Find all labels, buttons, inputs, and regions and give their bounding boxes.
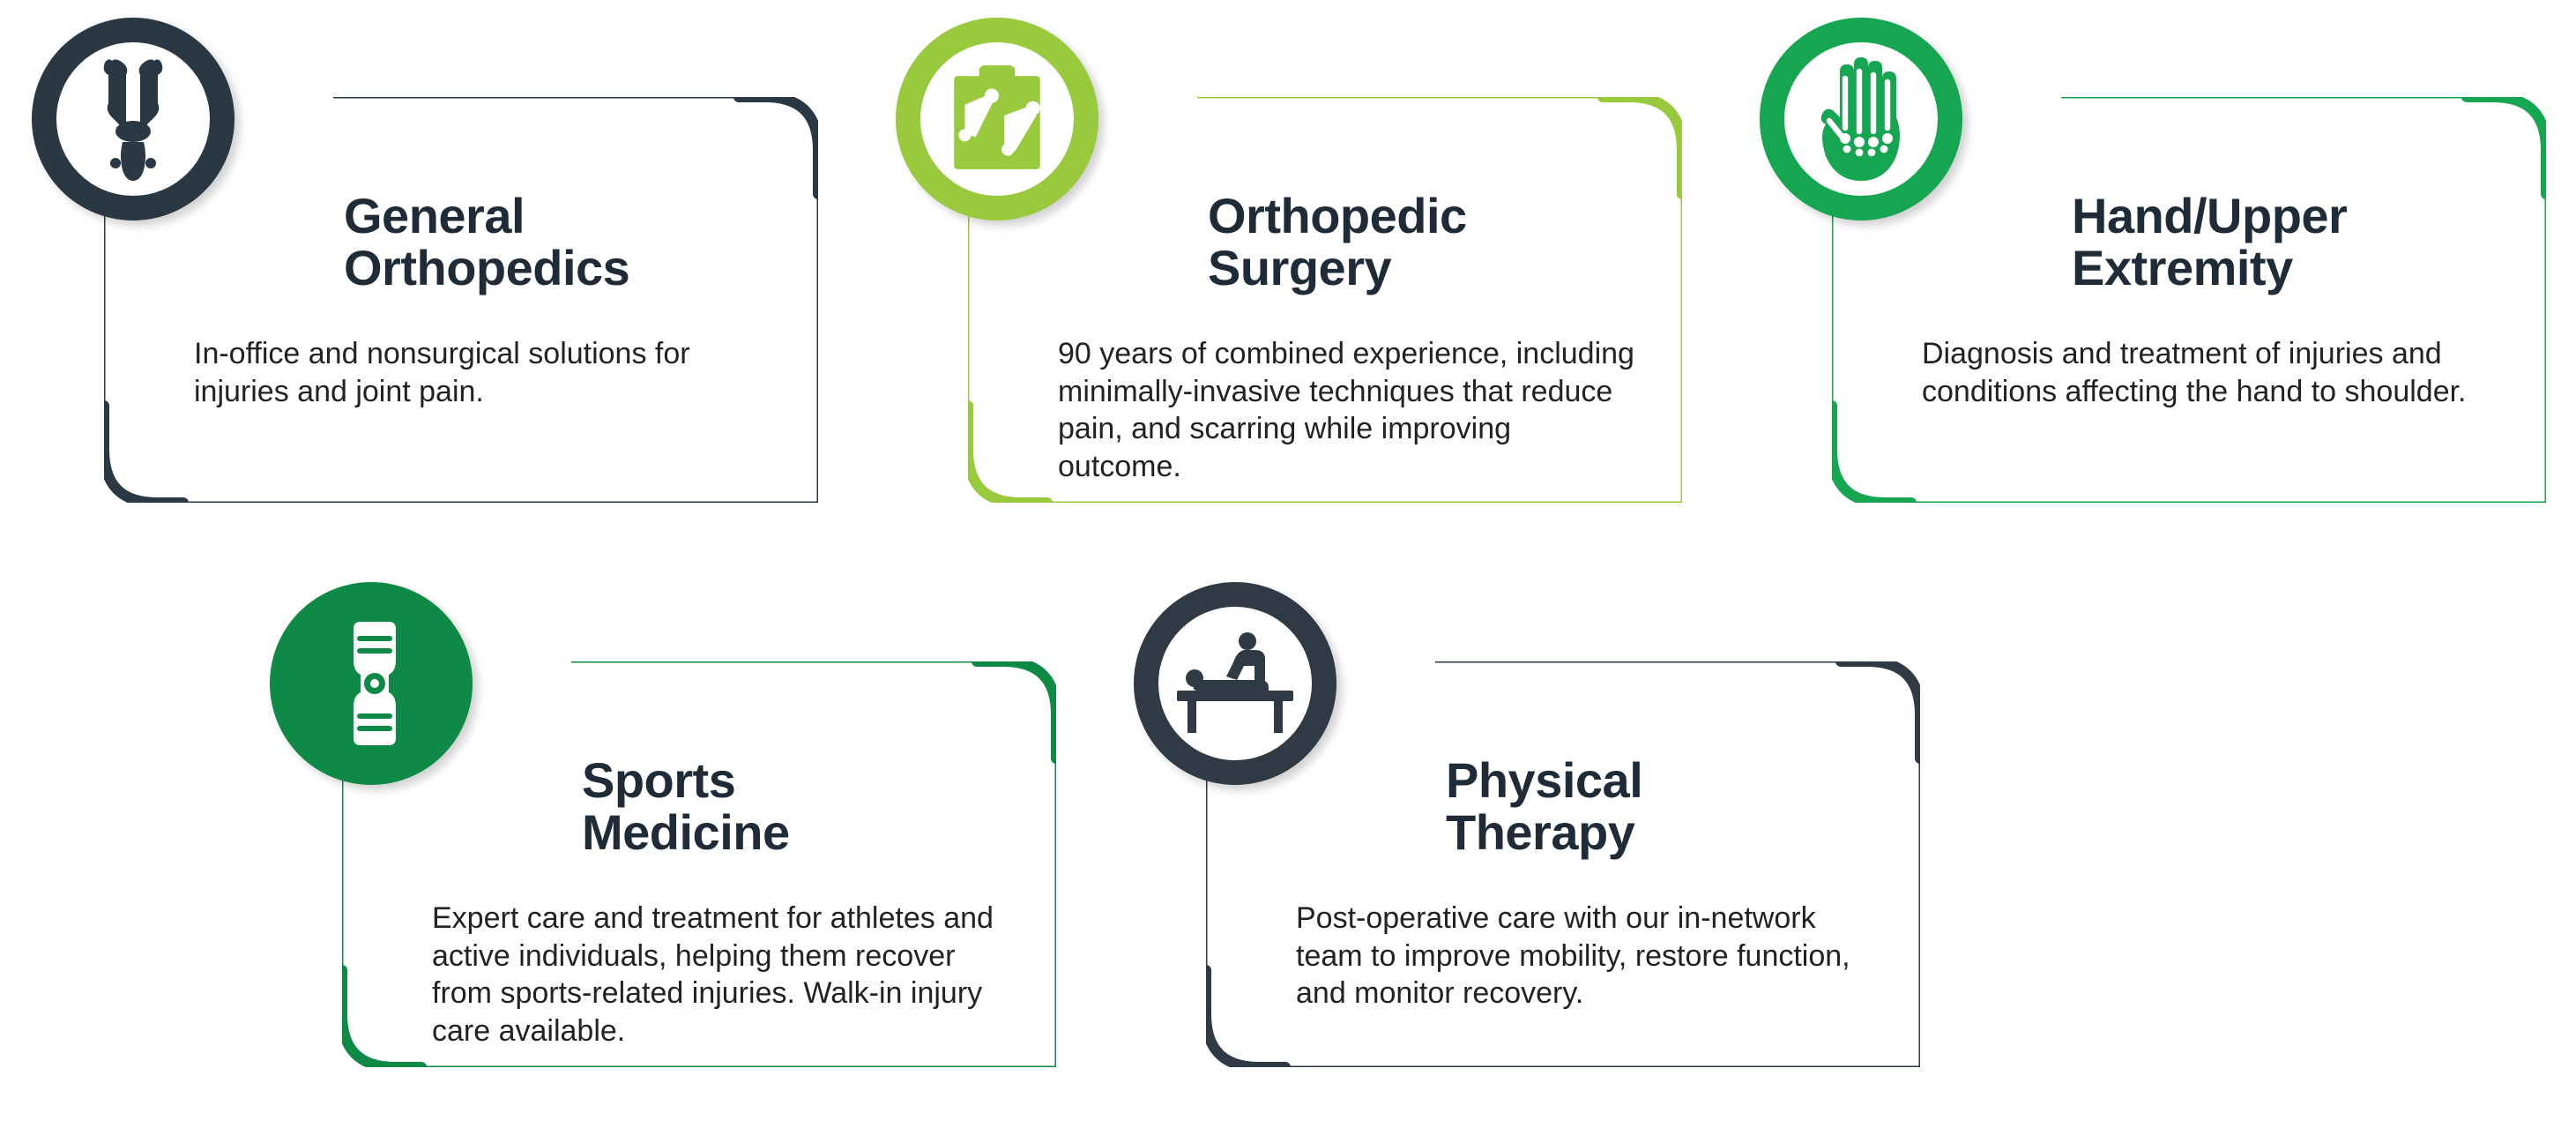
services-row-1: GeneralOrthopedics In-office and nonsurg… bbox=[26, 18, 2548, 547]
card-body: In-office and nonsurgical solutions for … bbox=[194, 335, 776, 410]
card-body: Expert care and treatment for athletes a… bbox=[432, 900, 1014, 1050]
card-title: OrthopedicSurgery bbox=[1208, 190, 1467, 295]
card-title: GeneralOrthopedics bbox=[344, 190, 629, 295]
card-general-orthopedics: GeneralOrthopedics In-office and nonsurg… bbox=[26, 18, 820, 547]
card-hand-upper-extremity: Hand/UpperExtremity Diagnosis and treatm… bbox=[1754, 18, 2548, 547]
card-title: Hand/UpperExtremity bbox=[2072, 190, 2347, 295]
knee-joint-icon bbox=[80, 57, 186, 181]
knee-brace-icon bbox=[318, 622, 424, 745]
card-title: PhysicalTherapy bbox=[1446, 755, 1642, 859]
icon-badge bbox=[270, 582, 473, 785]
icon-badge bbox=[896, 18, 1098, 220]
card-title: SportsMedicine bbox=[582, 755, 790, 859]
card-sports-medicine: SportsMedicine Expert care and treatment… bbox=[264, 582, 1058, 1111]
icon-badge bbox=[1760, 18, 1962, 220]
hand-xray-icon bbox=[1804, 57, 1918, 181]
card-body: Post-operative care with our in-network … bbox=[1296, 900, 1878, 1012]
icon-badge bbox=[1134, 582, 1336, 785]
card-physical-therapy: PhysicalTherapy Post-operative care with… bbox=[1128, 582, 1922, 1111]
surgery-clipboard-icon bbox=[940, 62, 1054, 176]
card-body: Diagnosis and treatment of injuries and … bbox=[1922, 335, 2504, 410]
icon-badge bbox=[32, 18, 235, 220]
card-orthopedic-surgery: OrthopedicSurgery 90 years of combined e… bbox=[890, 18, 1684, 547]
massage-table-icon bbox=[1173, 631, 1297, 736]
services-row-2: SportsMedicine Expert care and treatment… bbox=[264, 582, 1922, 1111]
card-body: 90 years of combined experience, includi… bbox=[1058, 335, 1640, 485]
